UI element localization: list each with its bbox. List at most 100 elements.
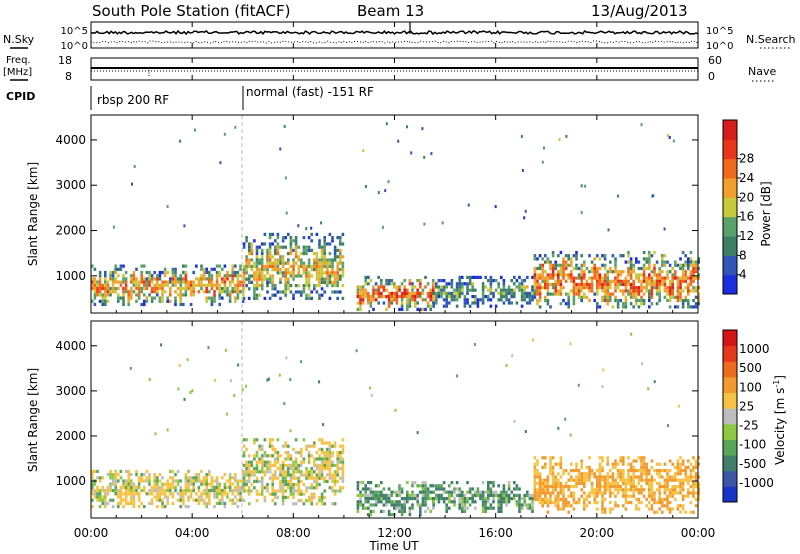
echo-cell	[208, 296, 211, 300]
echo-cell	[307, 271, 311, 275]
echo-cell	[588, 494, 591, 498]
echo-cell	[426, 497, 430, 501]
echo-cell	[184, 473, 188, 477]
echo-cell	[624, 485, 628, 489]
echo-cell	[557, 279, 560, 283]
echo-cell	[515, 503, 519, 507]
echo-cell	[294, 451, 298, 455]
echo-cell	[536, 292, 539, 296]
echo-cell	[380, 285, 383, 289]
echo-cell	[393, 500, 396, 504]
echo-cell	[266, 258, 269, 262]
echo-cell	[268, 463, 272, 467]
echo-cell	[158, 473, 162, 477]
echo-cell	[526, 275, 529, 279]
echo-cell	[253, 264, 256, 268]
echo-cell	[260, 242, 264, 246]
echo-cell	[323, 236, 326, 240]
echo-cell	[676, 298, 680, 303]
echo-cell	[663, 497, 667, 501]
echo-cell	[445, 301, 448, 305]
echo-cell	[694, 497, 698, 501]
echo-cell	[536, 286, 539, 290]
echo-cell	[513, 295, 516, 299]
echo-cell	[377, 484, 380, 488]
echo-cell	[637, 305, 641, 309]
echo-cell	[274, 293, 277, 297]
echo-cell	[96, 476, 99, 480]
echo-cell	[551, 481, 555, 485]
echo-cell	[533, 462, 537, 466]
echo-cell	[184, 270, 188, 275]
echo-cell	[549, 472, 552, 476]
echo-cell	[694, 266, 698, 271]
echo-cell	[689, 260, 693, 264]
echo-cell	[289, 248, 293, 252]
echo-cell	[398, 509, 401, 513]
echo-cell	[176, 280, 180, 284]
echo-cell	[694, 286, 698, 290]
echo-cell	[320, 287, 324, 291]
echo-cell	[150, 277, 154, 281]
echo-cell	[124, 492, 128, 496]
freq-tick-bottom: 8	[65, 70, 72, 83]
echo-cell	[513, 493, 516, 497]
echo-cell	[533, 295, 537, 299]
echo-cell	[398, 490, 401, 494]
echo-cell	[260, 447, 264, 451]
echo-cell	[489, 275, 493, 279]
echo-cell	[111, 473, 115, 477]
echo-cell	[606, 481, 609, 485]
echo-cell	[679, 469, 682, 473]
echo-cell	[593, 494, 596, 498]
echo-cell	[137, 482, 141, 486]
echo-cell	[554, 488, 557, 492]
echo-cell	[629, 282, 633, 287]
echo-cell	[171, 482, 175, 486]
echo-cell	[328, 277, 332, 281]
echo-cell	[163, 290, 167, 294]
echo-cell	[653, 270, 656, 274]
echo-cell	[450, 279, 454, 283]
echo-cell	[215, 280, 219, 284]
echo-cell	[474, 288, 477, 292]
echo-cell	[694, 462, 698, 466]
echo-cell	[570, 257, 573, 261]
echo-cell	[554, 279, 557, 283]
echo-cell	[369, 490, 373, 494]
echo-cell	[413, 298, 417, 302]
echo-cell	[274, 284, 277, 288]
echo-cell	[242, 296, 246, 300]
echo-cell	[195, 283, 198, 287]
echo-cell	[637, 507, 641, 511]
echo-cell	[466, 500, 469, 504]
echo-cell	[557, 497, 560, 501]
echo-cell	[544, 276, 547, 280]
echo-cell	[549, 305, 552, 309]
echo-cell	[481, 298, 485, 302]
echo-cell	[533, 472, 537, 476]
echo-cell	[174, 280, 177, 284]
echo-cell	[546, 302, 550, 306]
echo-cell	[323, 476, 326, 480]
echo-cell	[250, 470, 254, 474]
echo-cell	[487, 279, 490, 283]
echo-cell	[588, 478, 591, 482]
echo-cell	[601, 456, 604, 460]
echo-cell	[546, 481, 550, 485]
echo-cell	[300, 264, 303, 268]
echo-speckle	[584, 184, 587, 188]
echo-cell	[132, 485, 136, 489]
echo-cell	[551, 501, 555, 505]
echo-speckle	[369, 386, 372, 390]
echo-cell	[650, 279, 654, 283]
echo-cell	[119, 485, 123, 489]
echo-cell	[242, 264, 246, 268]
echo-cell	[642, 273, 646, 277]
echo-cell	[629, 481, 633, 485]
echo-cell	[640, 295, 643, 299]
echo-cell	[205, 296, 208, 300]
echo-cell	[502, 279, 506, 283]
echo-cell	[192, 286, 195, 291]
echo-cell	[253, 473, 256, 477]
